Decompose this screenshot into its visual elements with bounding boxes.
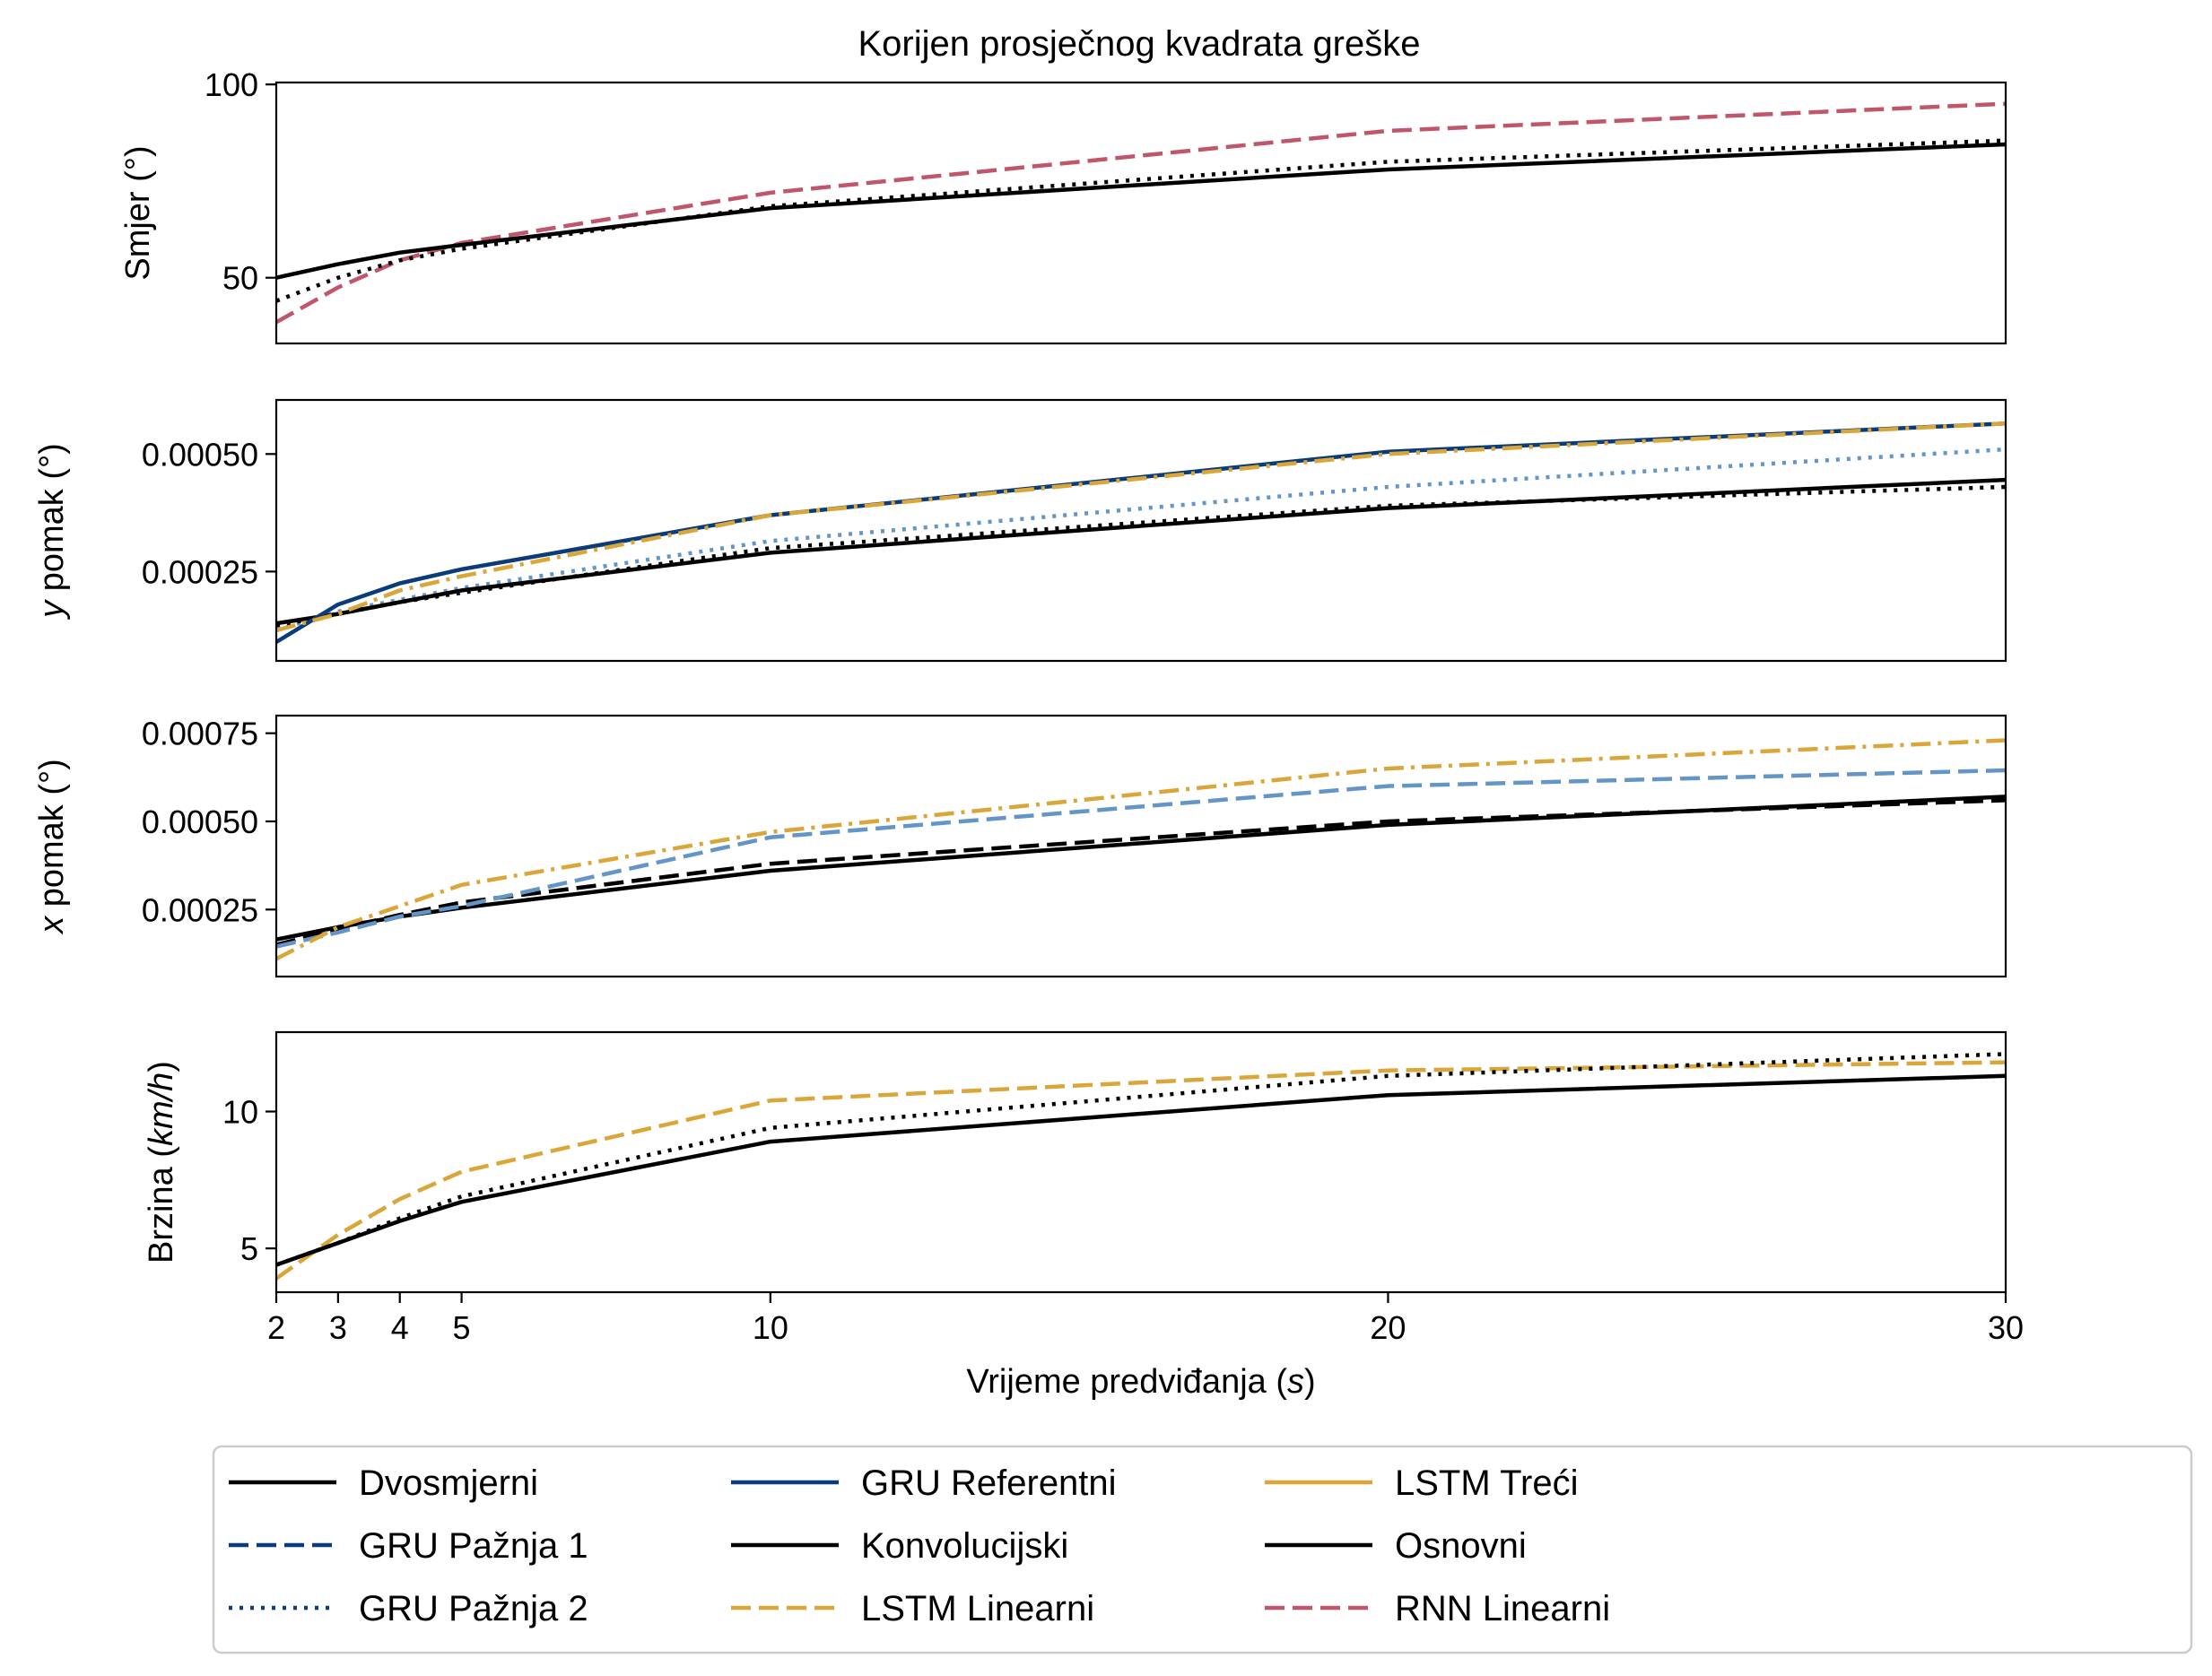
legend-label: LSTM Treći [1395,1463,1578,1503]
series-line-3-3 [276,768,2006,949]
panel-1: 50 100 Smjer (°) [119,66,2007,345]
series-line-1-2 [276,138,2006,303]
x-tick-label: 30 [1988,1309,2024,1346]
series-line-2-5 [276,421,2006,633]
panel-frame [274,714,2007,978]
x-axis-label: Vrijeme predviđanja (s) [966,1363,1315,1401]
y-tick-label: 0.00075 [142,716,258,752]
y-tick-label: 0.00025 [142,891,258,928]
panel-frame [274,398,2007,663]
y-axis-label: Brzina (km/h) [143,1061,180,1264]
x-tick-label: 2 [267,1309,285,1346]
legend-label: Dvosmjerni [359,1463,538,1503]
legend-label: RNN Linearni [1395,1589,1610,1628]
legend-label: LSTM Linearni [861,1589,1094,1628]
panel-3: 0.00025 0.00050 0.00075 x pomak (°) [33,714,2007,978]
y-tick-label: 0.00050 [142,803,258,840]
legend-label: GRU Pažnja 2 [359,1589,588,1628]
y-tick-label: 10 [222,1094,258,1131]
x-tick-label: 5 [453,1309,471,1346]
panel-frame [274,1030,2007,1294]
y-axis-label: Smjer (°) [119,145,157,280]
y-tick-label: 50 [222,260,258,297]
series-line-4-3 [276,1073,2006,1267]
legend: Dvosmjerni GRU Pažnja 1 GRU Pažnja 2 GRU Re… [212,1445,2193,1654]
legend-label: Konvolucijski [861,1526,1068,1566]
x-tick-label: 4 [391,1309,409,1346]
legend-label: Osnovni [1395,1526,1527,1566]
x-axis: 2 3 4 5 10 20 30 Vrijeme predviđanja (s) [267,1292,2024,1401]
chart-title: Korijen prosječnog kvadrata greške [858,24,1420,64]
series-line-2-1 [276,447,2006,633]
series-line-2-3 [276,477,2006,626]
legend-box [212,1445,2193,1654]
series-line-3-2 [276,795,2006,942]
series-line-3-4 [276,738,2006,961]
series-line-1-1 [276,101,2006,325]
series-line-4-1 [276,1060,2006,1281]
y-tick-label: 100 [205,66,258,103]
y-tick-label: 0.00025 [142,553,258,590]
y-axis-label: y pomak (°) [33,443,71,621]
legend-label: GRU Referentni [861,1463,1117,1503]
series-line-1-3 [276,142,2006,280]
panel-4: 5 10 Brzina (km/h) [143,1030,2007,1294]
y-axis-label: x pomak (°) [33,759,71,935]
x-tick-label: 10 [753,1309,788,1346]
x-tick-label: 20 [1370,1309,1406,1346]
y-tick-label: 5 [240,1230,258,1267]
y-tick-label: 0.00050 [142,436,258,473]
series-line-2-4 [276,421,2006,644]
panel-frame [274,81,2007,345]
panel-2: 0.00025 0.00050 y pomak (°) [33,398,2007,663]
legend-label: GRU Pažnja 1 [359,1526,588,1566]
x-tick-label: 3 [329,1309,347,1346]
